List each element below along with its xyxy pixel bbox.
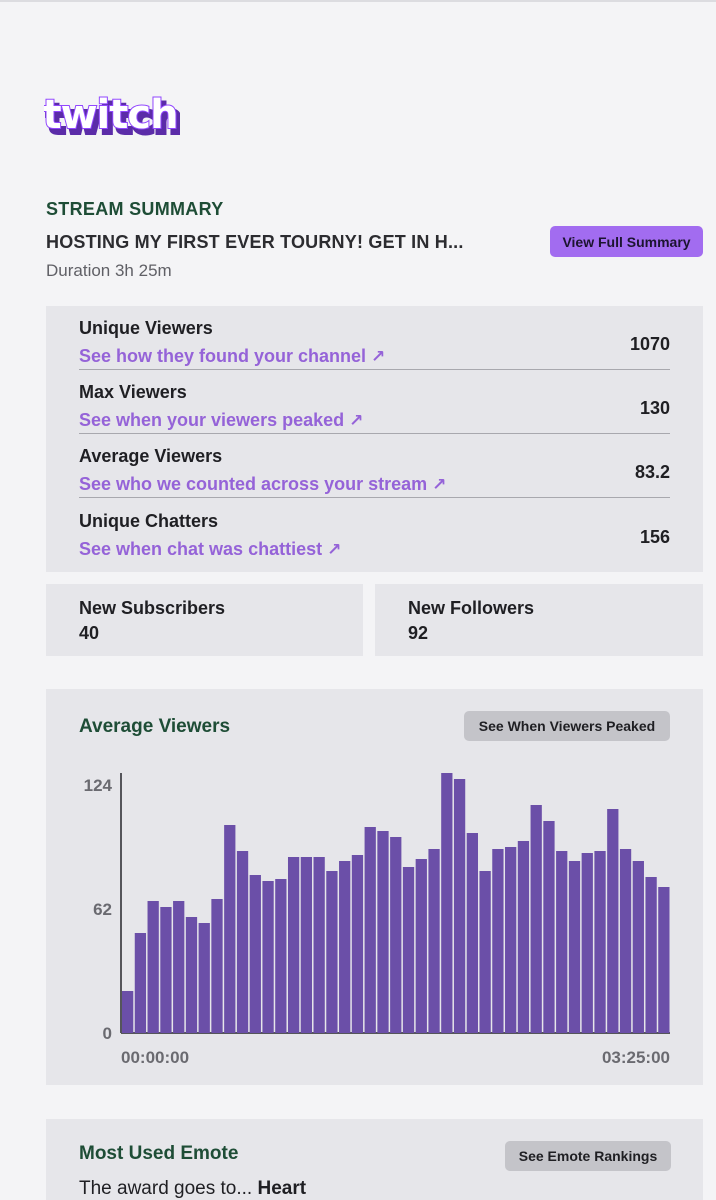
arrow-up-right-icon: ↗: [327, 540, 342, 559]
average-viewers-heading: Average Viewers: [79, 716, 231, 737]
chart-bar: [517, 841, 530, 1033]
view-full-summary-button[interactable]: View Full Summary: [550, 226, 703, 257]
chart-bar: [224, 825, 236, 1033]
chart-bar: [198, 923, 210, 1033]
chart-bar: [415, 859, 427, 1033]
chart-bar: [645, 877, 657, 1033]
see-when-viewers-peaked-button[interactable]: See When Viewers Peaked: [464, 711, 670, 741]
svg-text:twitch: twitch: [46, 97, 180, 140]
stat-title: Unique Chatters: [79, 511, 219, 531]
see-emote-rankings-button[interactable]: See Emote Rankings: [505, 1141, 671, 1171]
chart-bar: [658, 887, 670, 1033]
chart-bar: [236, 851, 249, 1033]
stat-value: 83.2: [634, 462, 670, 482]
average-viewers-chart: 0 62 124 00:00:00 03:25:00: [84, 773, 670, 1067]
stat-value: 130: [639, 398, 670, 418]
x-tick-label: 03:25:00: [602, 1048, 670, 1067]
chart-bar: [466, 833, 478, 1033]
y-tick-label: 124: [84, 776, 113, 795]
chart-bar: [147, 901, 159, 1033]
stat-link-unique-viewers[interactable]: See how they found your channel ↗: [79, 346, 386, 366]
arrow-up-right-icon: ↗: [432, 475, 447, 494]
stat-title: Max Viewers: [79, 382, 187, 402]
stat-row-average-viewers: Average Viewers See who we counted acros…: [79, 434, 670, 498]
chart-bar: [402, 867, 415, 1033]
y-tick-label: 0: [103, 1024, 112, 1043]
stat-value: 1070: [629, 334, 670, 354]
twitch-logo: twitch twitch twitch: [44, 91, 180, 140]
chart-bar: [377, 831, 389, 1033]
y-tick-label: 62: [93, 900, 112, 919]
chart-bar: [300, 857, 313, 1033]
chart-bar: [607, 809, 619, 1033]
arrow-up-right-icon: ↗: [349, 411, 364, 430]
emote-award-line: The award goes to... Heart: [79, 1178, 307, 1199]
top-divider: [0, 0, 716, 2]
chart-bar: [122, 991, 134, 1033]
chart-bar: [556, 851, 568, 1033]
stream-summary-label: STREAM SUMMARY: [46, 199, 224, 219]
stream-title: HOSTING MY FIRST EVER TOURNY! GET IN H..…: [46, 232, 464, 252]
stat-title: Average Viewers: [79, 446, 223, 466]
svg-text:twitch: twitch: [44, 92, 178, 138]
chart-bar: [619, 849, 632, 1033]
chart-bar: [492, 849, 504, 1033]
chart-bar: [262, 881, 274, 1033]
chart-bar: [173, 901, 185, 1033]
chart-bar: [543, 821, 555, 1033]
chart-bar: [134, 933, 147, 1033]
chart-bar: [581, 853, 593, 1033]
most-used-emote-heading: Most Used Emote: [79, 1143, 239, 1164]
chart-bar: [441, 773, 453, 1033]
chart-bar: [479, 871, 491, 1033]
stat-value: 156: [639, 527, 670, 547]
chart-bar: [185, 917, 198, 1033]
chart-bar: [160, 907, 172, 1033]
new-subscribers-card: New Subscribers 40: [46, 584, 363, 656]
new-followers-value: 92: [408, 623, 429, 643]
arrow-up-right-icon: ↗: [371, 347, 386, 366]
stat-row-max-viewers: Max Viewers See when your viewers peaked…: [79, 370, 670, 434]
chart-bar: [428, 849, 440, 1033]
stat-link-max-viewers[interactable]: See when your viewers peaked ↗: [79, 410, 364, 430]
chart-bar: [364, 827, 376, 1033]
chart-bar: [505, 847, 517, 1033]
chart-bar: [594, 851, 606, 1033]
emote-name: Heart: [257, 1178, 307, 1199]
stat-row-unique-viewers: Unique Viewers See how they found your c…: [79, 306, 670, 370]
chart-bar: [275, 879, 287, 1033]
chart-bar: [249, 875, 261, 1033]
svg-text:twitch: twitch: [44, 92, 178, 138]
average-viewers-card: 0 62 124 00:00:00 03:25:00 Average Viewers S…: [46, 689, 703, 1085]
chart-bar: [326, 871, 338, 1033]
stat-row-unique-chatters: Unique Chatters See when chat was chatti…: [79, 499, 670, 563]
most-used-emote-card: Most Used Emote See Emote Rankings The a…: [46, 1119, 703, 1200]
chart-bar: [313, 857, 325, 1033]
stream-duration: Duration 3h 25m: [46, 261, 172, 280]
chart-bar: [390, 837, 402, 1033]
chart-bar: [568, 861, 581, 1033]
chart-bar: [351, 855, 364, 1033]
chart-bar: [530, 805, 542, 1033]
chart-bar: [211, 899, 223, 1033]
stat-title: Unique Viewers: [79, 318, 213, 338]
new-followers-card: New Followers 92: [375, 584, 703, 656]
new-subscribers-label: New Subscribers: [79, 598, 226, 618]
new-followers-label: New Followers: [408, 598, 535, 618]
stats-card: Unique Viewers See how they found your c…: [46, 306, 703, 572]
chart-bar: [453, 779, 466, 1033]
chart-bar: [632, 861, 644, 1033]
x-tick-label: 00:00:00: [121, 1048, 189, 1067]
chart-bar: [287, 857, 300, 1033]
chart-bar: [339, 861, 351, 1033]
new-subscribers-value: 40: [79, 623, 100, 643]
stat-link-unique-chatters[interactable]: See when chat was chattiest ↗: [79, 539, 342, 559]
stat-link-average-viewers[interactable]: See who we counted across your stream ↗: [79, 474, 447, 494]
